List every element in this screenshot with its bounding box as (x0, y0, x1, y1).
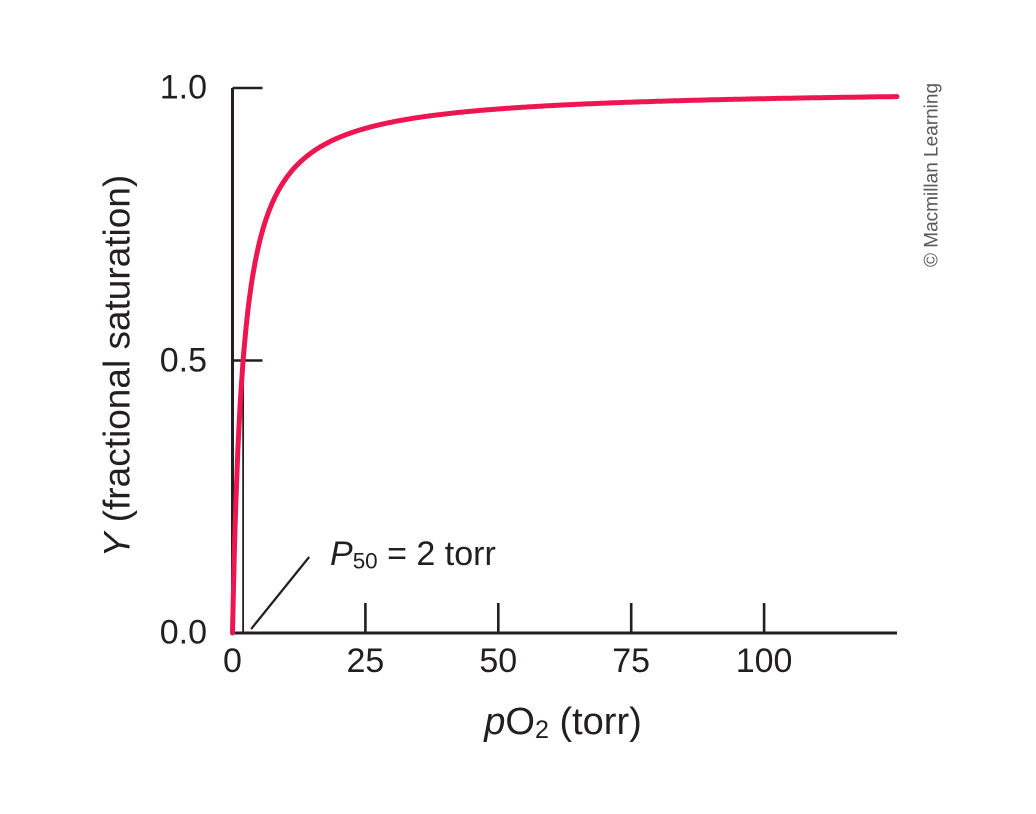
x-tick-label-100: 100 (735, 642, 793, 680)
y-tick-label-0.5: 0.5 (159, 340, 207, 379)
x-axis-title-symbol: p (484, 701, 506, 743)
y-axis-title-symbol: Y (96, 532, 138, 558)
copyright-credit: © Macmillan Learning (921, 82, 943, 268)
x-axis-title-subscript: 2 (534, 716, 549, 744)
oxygen-binding-curve (230, 94, 900, 636)
p50-annotation: P50 = 2 torr (330, 537, 496, 573)
x-axis-title-molecule: O (505, 701, 535, 743)
x-tick-label-0: 0 (223, 642, 242, 680)
p50-subscript: 50 (352, 548, 378, 574)
y-tick-label-1.0: 1.0 (159, 68, 207, 107)
annotation-leader-line (250, 556, 310, 630)
p50-symbol: P (330, 534, 353, 573)
x-axis-title: pO2 (torr) (484, 700, 642, 746)
x-tick-label-50: 50 (479, 642, 518, 680)
x-axis-title-unit: (torr) (548, 701, 642, 743)
y-tick-label-0.0: 0.0 (159, 613, 207, 652)
x-tick-label-25: 25 (346, 642, 385, 680)
p50-value: = 2 torr (377, 534, 496, 573)
x-tick-label-75: 75 (612, 642, 651, 680)
